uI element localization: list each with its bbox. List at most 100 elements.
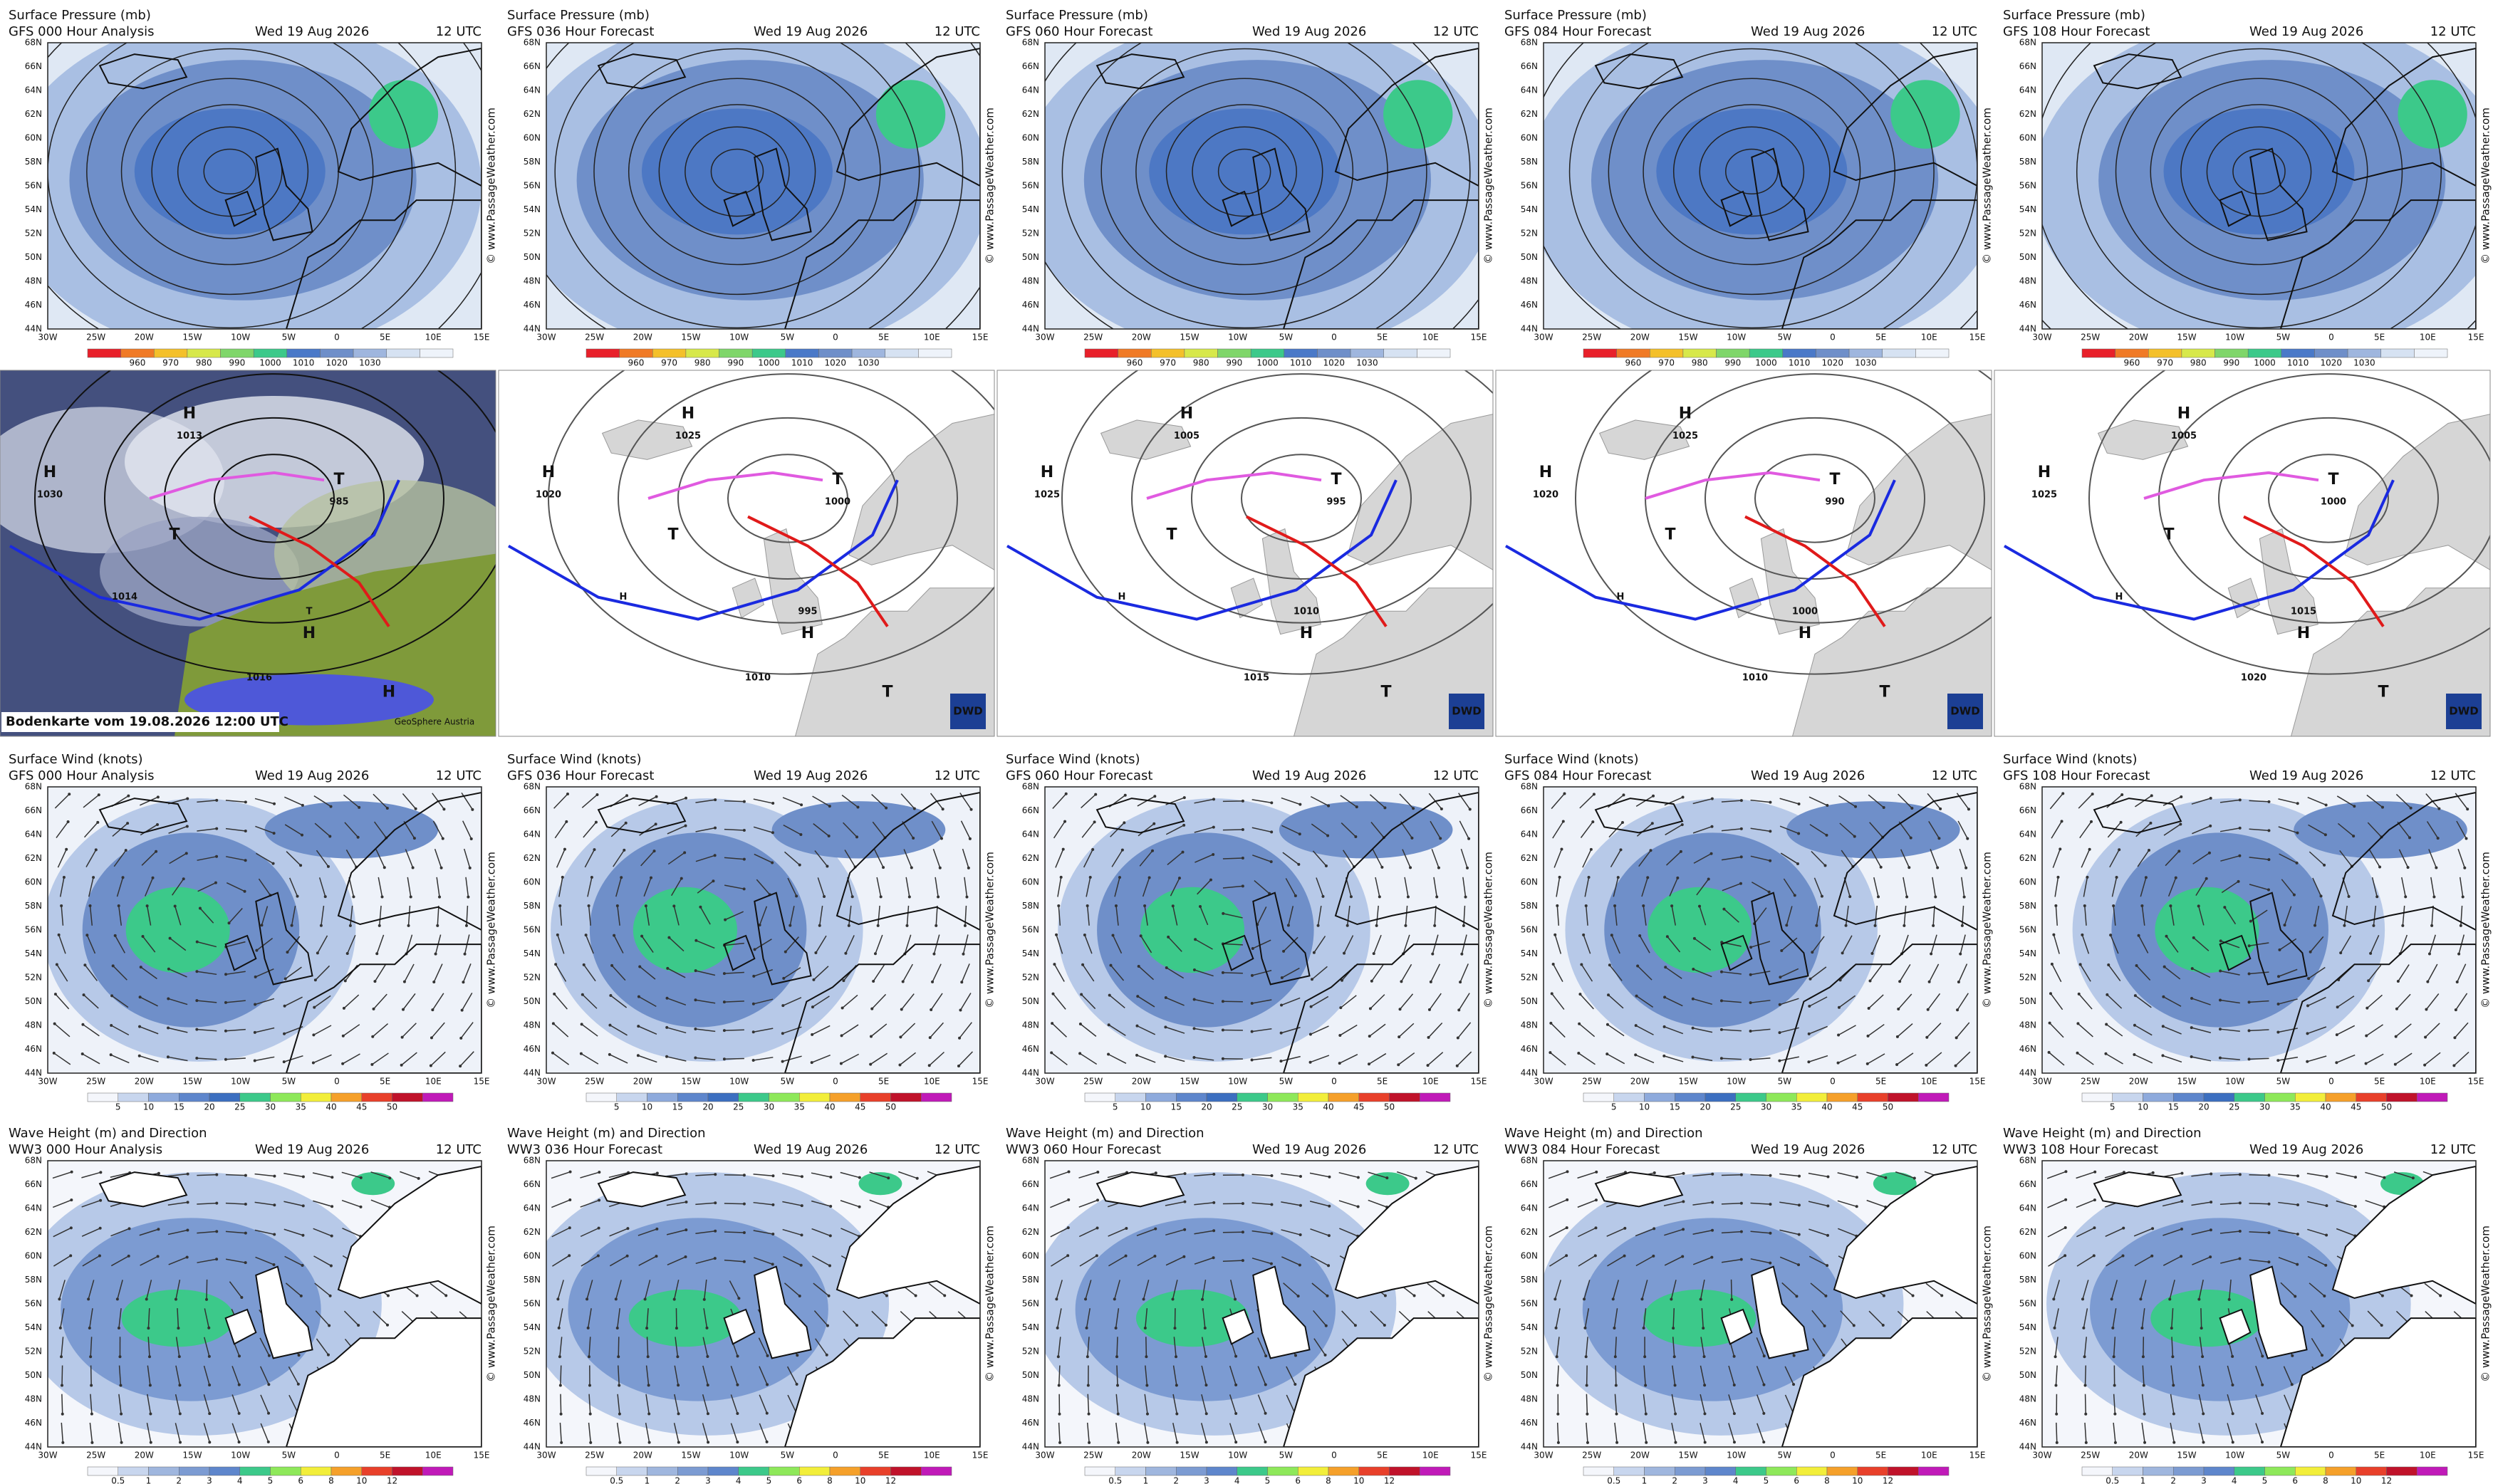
direction-arrow — [61, 1422, 64, 1443]
arrow-head — [842, 979, 845, 983]
direction-arrow — [347, 934, 356, 954]
direction-arrow — [197, 941, 217, 948]
direction-arrow — [2227, 1423, 2234, 1443]
arrow-head — [1234, 1354, 1238, 1358]
arrow-head — [588, 1384, 591, 1387]
colorbar-segment — [1583, 348, 1617, 358]
caption-box — [1, 712, 279, 732]
lon-label: 5W — [1279, 1451, 1294, 1461]
lat-label: 60N — [25, 133, 42, 143]
arrow-head — [2453, 1036, 2457, 1040]
direction-arrow — [1404, 877, 1409, 897]
direction-arrow — [1693, 968, 1712, 978]
direction-arrow — [1663, 1173, 1684, 1178]
arrow-head — [2104, 1052, 2108, 1055]
arrow-head — [1808, 977, 1812, 981]
colorbar-segment — [799, 1092, 831, 1102]
direction-arrow — [1635, 795, 1654, 808]
direction-arrow — [2198, 1280, 2204, 1300]
arrow-head — [1578, 993, 1582, 996]
arrow-head — [208, 1441, 212, 1444]
arrow-head — [594, 820, 598, 824]
direction-arrow — [1900, 849, 1910, 868]
arrow-head — [2139, 1297, 2143, 1301]
colorbar-label: 15 — [1670, 1102, 1680, 1112]
colorbar-label: 20 — [204, 1102, 214, 1112]
direction-arrow — [2051, 963, 2062, 983]
colorbar-label: 1030 — [2353, 358, 2375, 368]
direction-arrow — [645, 1422, 650, 1443]
arrow-head — [1309, 1005, 1313, 1008]
direction-arrow — [2457, 849, 2466, 868]
arrow-head — [2207, 851, 2211, 855]
lat-label: 56N — [1521, 925, 1538, 935]
watermark: © www.PassageWeather.com — [984, 108, 996, 264]
lat-label: 56N — [1022, 181, 1039, 191]
direction-arrow — [2080, 963, 2091, 982]
arrow-head — [1234, 1412, 1238, 1416]
arrow-head — [1372, 952, 1375, 956]
direction-arrow — [1194, 826, 1214, 833]
pressure-label: 1005 — [2171, 431, 2197, 441]
arrow-head — [2461, 895, 2465, 899]
arrow-head — [1795, 1295, 1799, 1298]
isobar — [1704, 417, 1925, 580]
arrow-head — [224, 1029, 227, 1033]
arrow-head — [1095, 1254, 1098, 1258]
arrow-head — [1221, 971, 1224, 974]
direction-arrow — [1692, 1201, 1713, 1206]
arrow-head — [930, 1008, 933, 1012]
arrow-head — [1792, 1354, 1796, 1357]
arrow-head — [2120, 793, 2124, 797]
arrow-head — [2380, 1294, 2384, 1297]
land — [601, 419, 693, 460]
lat-label: 66N — [524, 1179, 541, 1189]
watermark: © www.PassageWeather.com — [1482, 108, 1495, 264]
arrow-head — [563, 847, 566, 851]
direction-arrow — [1310, 795, 1329, 807]
arrow-head — [198, 906, 202, 910]
arrow-head — [1212, 1173, 1216, 1176]
lon-label: 5E — [380, 1451, 390, 1461]
pressure-label: T — [2163, 526, 2174, 543]
coastline — [285, 199, 482, 329]
arrow-head — [1797, 1233, 1801, 1236]
arrow-head — [90, 1412, 93, 1416]
direction-arrow — [2053, 934, 2060, 954]
lon-label: 0 — [1331, 1077, 1337, 1087]
lat-label: 48N — [1521, 276, 1538, 286]
direction-arrow — [1081, 794, 1096, 809]
isobar — [2218, 417, 2439, 580]
arrow-head — [614, 1297, 618, 1301]
direction-arrow — [551, 1171, 571, 1179]
direction-arrow — [1756, 1394, 1765, 1414]
arrow-head — [1553, 933, 1557, 936]
watermark: © www.PassageWeather.com — [1981, 852, 1994, 1008]
colorbar-label: 1000 — [2254, 358, 2276, 368]
arrow-head — [1175, 1355, 1178, 1359]
arrow-head — [2209, 1228, 2212, 1232]
arrow-head — [713, 1257, 717, 1260]
lon-label: 25W — [86, 1077, 105, 1087]
direction-arrow — [1605, 1171, 1626, 1179]
direction-arrow — [1700, 1423, 1706, 1443]
direction-arrow — [608, 1172, 629, 1179]
direction-arrow — [168, 998, 188, 1005]
coastline — [337, 47, 482, 187]
direction-arrow — [754, 1257, 773, 1265]
lat-label: 48N — [524, 276, 541, 286]
direction-arrow — [2368, 964, 2382, 981]
colorbar-label: 25 — [733, 1102, 744, 1112]
direction-arrow — [52, 1199, 72, 1208]
arrow-head — [654, 822, 657, 826]
lat-label: 60N — [2019, 877, 2036, 887]
direction-arrow — [1317, 905, 1322, 926]
direction-arrow — [1116, 1365, 1118, 1386]
colorbar-segment — [1358, 1466, 1390, 1476]
direction-arrow — [2454, 1022, 2469, 1038]
direction-arrow — [373, 821, 387, 839]
lat-label: 56N — [25, 925, 42, 935]
arrow-head — [195, 940, 199, 944]
arrow-head — [312, 1033, 316, 1037]
arrow-head — [409, 895, 412, 899]
